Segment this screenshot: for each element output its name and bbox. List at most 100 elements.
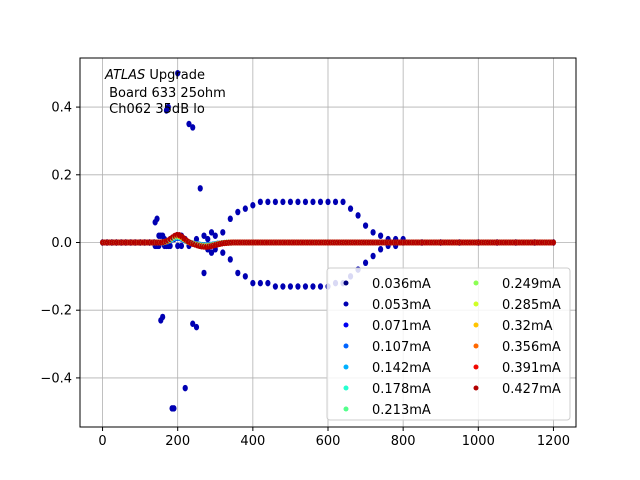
x-tick-label: 0 <box>98 434 106 449</box>
data-point <box>175 242 181 250</box>
x-tick-label: 800 <box>391 434 416 449</box>
legend-marker <box>473 280 479 286</box>
data-point <box>295 198 301 206</box>
data-point <box>186 120 192 128</box>
data-point <box>272 283 278 290</box>
data-point <box>362 222 369 229</box>
legend-label: 0.391mA <box>502 361 561 376</box>
legend-label: 0.071mA <box>372 319 431 334</box>
y-tick-label: 0.0 <box>51 236 72 251</box>
data-point <box>317 198 324 206</box>
data-point <box>208 229 215 236</box>
data-point <box>378 246 384 253</box>
data-point <box>178 242 185 250</box>
data-point <box>295 283 301 290</box>
data-point <box>208 249 215 256</box>
annotation-italic: ATLAS <box>104 68 145 83</box>
data-point <box>362 259 369 267</box>
data-point <box>220 249 226 256</box>
data-point <box>355 212 361 219</box>
data-point <box>165 103 171 111</box>
data-point <box>370 229 376 236</box>
legend-label: 0.356mA <box>502 340 561 355</box>
data-point <box>205 235 211 243</box>
annotation-line-1-rest: Upgrade <box>145 68 205 83</box>
legend-marker <box>473 343 479 349</box>
y-tick-label: −0.4 <box>40 371 72 386</box>
data-point <box>201 232 207 239</box>
data-point <box>190 124 196 131</box>
data-point <box>154 215 160 223</box>
legend-label: 0.053mA <box>372 298 431 313</box>
data-point <box>287 198 294 206</box>
data-point <box>190 320 196 327</box>
legend-marker <box>343 343 349 349</box>
legend-label: 0.427mA <box>502 382 561 397</box>
legend-marker <box>343 406 349 412</box>
data-point <box>242 273 248 280</box>
data-point <box>347 205 354 212</box>
x-tick-label: 600 <box>316 434 341 449</box>
legend-marker <box>473 322 479 328</box>
y-tick-label: 0.4 <box>51 101 72 116</box>
data-point <box>201 269 207 277</box>
data-point <box>167 242 173 250</box>
data-point <box>310 283 316 290</box>
data-points <box>99 69 557 412</box>
data-point <box>265 279 271 287</box>
data-point <box>257 198 263 206</box>
legend-label: 0.213mA <box>372 403 431 418</box>
legend-label: 0.285mA <box>502 298 561 313</box>
legend-marker <box>473 385 479 391</box>
data-point <box>378 232 384 239</box>
legend-marker <box>473 364 479 370</box>
legend-box <box>326 267 571 421</box>
data-point <box>227 256 233 263</box>
data-point <box>272 198 278 206</box>
legend-label: 0.142mA <box>372 361 431 376</box>
x-tick-label: 1200 <box>537 434 570 449</box>
y-tick-label: −0.2 <box>40 304 72 319</box>
data-point <box>370 252 376 260</box>
x-tick-label: 200 <box>165 434 190 449</box>
data-point <box>317 283 324 290</box>
legend-marker <box>473 301 479 307</box>
legend-marker <box>343 364 349 370</box>
annotation-line-1: ATLAS Upgrade <box>104 68 205 83</box>
data-point <box>340 198 346 206</box>
data-point <box>227 215 233 223</box>
data-point <box>302 283 309 290</box>
legend-label: 0.32mA <box>502 319 553 334</box>
data-point <box>220 229 226 236</box>
data-point <box>265 198 271 206</box>
y-tick-label: 0.2 <box>51 168 72 183</box>
legend-label: 0.036mA <box>372 277 431 292</box>
data-point <box>280 198 286 206</box>
data-point <box>171 405 177 412</box>
data-point <box>250 279 256 287</box>
data-point <box>242 205 248 212</box>
data-point <box>250 202 256 209</box>
data-point <box>193 323 200 331</box>
data-point <box>287 283 294 290</box>
data-point <box>182 384 188 392</box>
data-point <box>235 269 241 277</box>
data-point <box>310 198 316 206</box>
data-point <box>212 232 218 239</box>
data-point <box>193 235 200 243</box>
data-point <box>160 313 166 321</box>
annotation-line-2: Board 633 25ohm <box>105 86 226 101</box>
legend-marker <box>343 322 349 328</box>
legend-label: 0.249mA <box>502 277 561 292</box>
legend-marker <box>343 280 349 286</box>
annotation-line-3: Ch062 35dB lo <box>105 102 205 117</box>
data-point <box>257 279 263 287</box>
data-point <box>175 69 181 77</box>
data-point <box>235 208 241 216</box>
x-tick-label: 1000 <box>462 434 495 449</box>
data-point <box>197 185 203 192</box>
legend: 0.036mA 0.053mA 0.071mA 0.107mA 0.142mA 0.178… <box>326 267 571 421</box>
x-axis: 0 200 400 600 800 1000 1200 <box>98 427 570 449</box>
legend-marker <box>343 301 349 307</box>
